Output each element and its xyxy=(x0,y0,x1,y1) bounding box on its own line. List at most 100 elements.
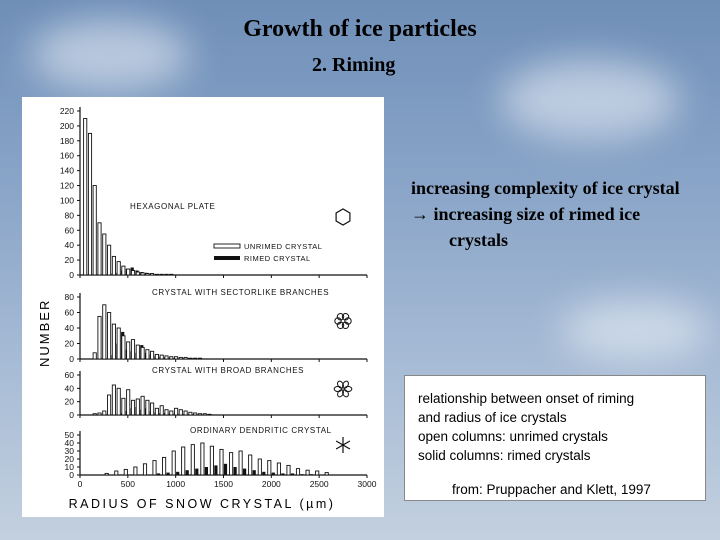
bar-unrimed xyxy=(104,472,109,476)
y-tick-label: 20 xyxy=(65,454,75,464)
bar-unrimed xyxy=(107,244,112,276)
bar-unrimed xyxy=(286,464,291,476)
bar-rimed xyxy=(281,473,285,475)
y-axis-label: NUMBER xyxy=(37,299,52,367)
sector-plate-icon xyxy=(334,313,352,330)
y-tick-label: 40 xyxy=(65,383,75,393)
bar-unrimed xyxy=(207,413,212,416)
bar-rimed xyxy=(310,474,314,475)
bar-rimed xyxy=(214,465,218,475)
bar-unrimed xyxy=(130,339,136,360)
y-tick-label: 20 xyxy=(65,397,75,407)
bar-unrimed xyxy=(102,304,107,360)
bar-unrimed xyxy=(102,410,107,416)
bar-unrimed xyxy=(145,273,150,276)
legend-swatch-rimed xyxy=(214,256,240,260)
bar-unrimed xyxy=(171,450,176,476)
bar-rimed xyxy=(290,473,295,475)
bar-unrimed xyxy=(130,399,136,416)
bar-unrimed xyxy=(126,389,131,416)
bar-unrimed xyxy=(107,394,112,416)
bar-unrimed xyxy=(92,413,97,416)
bar-unrimed xyxy=(202,413,207,416)
caption-box: relationship between onset of riming and… xyxy=(404,375,706,501)
bar-rimed xyxy=(300,474,304,475)
bar-unrimed xyxy=(169,410,174,416)
broad-branch-icon xyxy=(333,380,353,398)
bar-unrimed xyxy=(159,354,164,360)
x-axis-label: RADIUS OF SNOW CRYSTAL (µm) xyxy=(69,497,336,511)
y-tick-label: 0 xyxy=(69,270,74,280)
y-tick-label: 120 xyxy=(60,181,74,191)
bar-unrimed xyxy=(97,412,102,416)
y-tick-label: 0 xyxy=(69,410,74,420)
bar-rimed xyxy=(204,467,208,475)
bar-unrimed xyxy=(145,399,150,416)
bar-unrimed xyxy=(111,384,116,416)
bar-rimed xyxy=(233,467,237,475)
legend-label-unrimed: UNRIMED CRYSTAL xyxy=(244,242,322,251)
bar-unrimed xyxy=(123,468,128,476)
bar-unrimed xyxy=(97,315,102,360)
bar-unrimed xyxy=(116,327,121,360)
bar-unrimed xyxy=(190,444,195,476)
legend-label-rimed: RIMED CRYSTAL xyxy=(244,254,311,263)
bar-unrimed xyxy=(150,273,155,276)
y-tick-label: 180 xyxy=(60,136,74,146)
panel-title: CRYSTAL WITH BROAD BRANCHES xyxy=(152,366,304,375)
bar-unrimed xyxy=(97,222,102,276)
bar-unrimed xyxy=(159,405,164,416)
bar-unrimed xyxy=(295,468,301,476)
y-tick-label: 30 xyxy=(65,446,75,456)
caption-line: and radius of ice crystals xyxy=(418,410,567,425)
y-tick-label: 80 xyxy=(65,292,75,302)
bar-unrimed xyxy=(209,445,214,476)
bar-unrimed xyxy=(114,470,119,476)
y-tick-label: 20 xyxy=(65,339,75,349)
bar-unrimed xyxy=(193,357,198,360)
bar-unrimed xyxy=(174,407,179,416)
bar-unrimed xyxy=(111,255,116,276)
bar-unrimed xyxy=(178,409,183,416)
bar-unrimed xyxy=(267,460,272,476)
y-tick-label: 80 xyxy=(65,210,75,220)
panel-title: ORDINARY DENDRITIC CRYSTAL xyxy=(190,426,332,435)
bar-unrimed xyxy=(188,411,193,416)
bar-unrimed xyxy=(178,356,183,360)
x-tick-label: 500 xyxy=(121,479,135,489)
bar-unrimed xyxy=(162,456,167,476)
dendrite-icon xyxy=(335,437,351,453)
bar-unrimed xyxy=(181,446,186,476)
bar-rimed xyxy=(156,473,161,475)
y-tick-label: 220 xyxy=(60,106,74,116)
bar-rimed xyxy=(271,472,275,475)
x-tick-label: 0 xyxy=(78,479,83,489)
bar-unrimed xyxy=(154,273,159,276)
notes-line: crystals xyxy=(449,230,508,250)
x-tick-label: 1500 xyxy=(214,479,233,489)
y-tick-label: 140 xyxy=(60,166,74,176)
bar-unrimed xyxy=(197,357,203,360)
x-tick-label: 1000 xyxy=(166,479,185,489)
y-tick-label: 160 xyxy=(60,151,74,161)
y-tick-label: 60 xyxy=(65,308,75,318)
y-tick-label: 200 xyxy=(60,121,74,131)
bar-unrimed xyxy=(140,346,145,360)
background-cloud xyxy=(30,20,190,90)
y-tick-label: 0 xyxy=(69,354,74,364)
notes-text: increasing complexity of ice crystal → i… xyxy=(411,175,716,253)
bar-unrimed xyxy=(159,273,164,276)
y-tick-label: 60 xyxy=(65,370,75,380)
bar-unrimed xyxy=(219,448,224,476)
bar-unrimed xyxy=(200,442,205,476)
bar-unrimed xyxy=(126,341,131,360)
y-tick-label: 10 xyxy=(65,462,75,472)
caption-line: relationship between onset of riming xyxy=(418,391,635,406)
bar-unrimed xyxy=(121,265,126,276)
caption-line: solid columns: rimed crystals xyxy=(418,448,591,463)
bar-rimed xyxy=(262,471,266,475)
bar-unrimed xyxy=(92,185,97,276)
bar-unrimed xyxy=(126,268,131,276)
bar-rimed xyxy=(252,470,256,475)
bar-unrimed xyxy=(140,395,145,416)
